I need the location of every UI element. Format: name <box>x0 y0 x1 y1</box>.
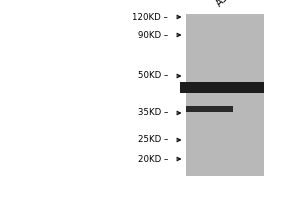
Bar <box>180 82 264 93</box>
Bar <box>186 14 264 176</box>
Text: 90KD –: 90KD – <box>138 30 168 40</box>
Bar <box>186 106 232 112</box>
Text: 120KD –: 120KD – <box>132 12 168 21</box>
Text: 50KD –: 50KD – <box>138 72 168 80</box>
Text: 20KD –: 20KD – <box>138 154 168 164</box>
Text: 25KD –: 25KD – <box>138 136 168 144</box>
Text: A549: A549 <box>214 0 239 8</box>
Text: 35KD –: 35KD – <box>138 108 168 117</box>
